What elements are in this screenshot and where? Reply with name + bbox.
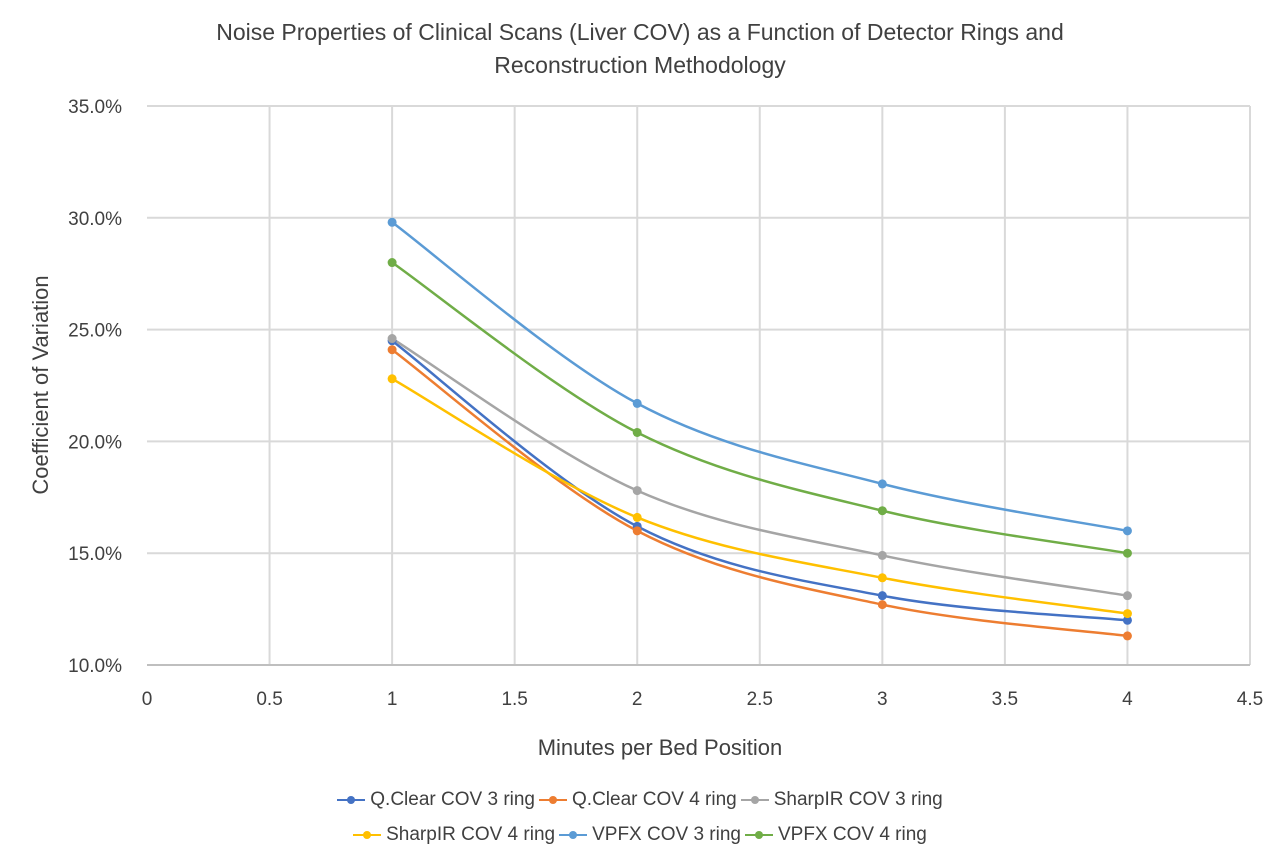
series-5-point-3	[1122, 548, 1132, 558]
legend-swatch-vpfx-4ring	[744, 829, 773, 841]
x-tick-label: 3	[877, 689, 888, 710]
legend: Q.Clear COV 3 ring Q.Clear COV 4 ring Sh…	[240, 782, 1040, 852]
legend-swatch-qclear-4ring	[539, 794, 568, 806]
series-1-point-0	[387, 345, 397, 355]
legend-swatch-sharpir-4ring	[353, 829, 382, 841]
legend-item-qclear-4ring[interactable]: Q.Clear COV 4 ring	[539, 789, 737, 811]
series-line-2	[391, 337, 1128, 597]
x-tick-label: 2.5	[747, 689, 773, 710]
y-tick-label: 30.0%	[68, 209, 122, 230]
legend-label: Q.Clear COV 3 ring	[370, 788, 536, 810]
legend-label: VPFX COV 3 ring	[592, 823, 741, 845]
legend-row-1: Q.Clear COV 3 ring Q.Clear COV 4 ring Sh…	[240, 782, 1040, 817]
series-0-point-3	[1122, 615, 1132, 625]
series-1-point-1	[632, 526, 642, 536]
gridlines	[147, 105, 1251, 665]
chart-title-line-2: Reconstruction Methodology	[494, 52, 786, 78]
series-2-point-3	[1122, 591, 1132, 601]
series-line-0	[391, 339, 1128, 622]
legend-swatch-sharpir-3ring	[740, 794, 769, 806]
x-tick-label: 2	[632, 689, 643, 710]
legend-item-vpfx-4ring[interactable]: VPFX COV 4 ring	[744, 823, 927, 846]
series-2-point-2	[877, 550, 887, 560]
series-1-point-2	[877, 600, 887, 610]
series-5-point-0	[387, 258, 397, 268]
legend-item-sharpir-4ring[interactable]: SharpIR COV 4 ring	[353, 824, 555, 846]
chart-title-line-1: Noise Properties of Clinical Scans (Live…	[216, 19, 1064, 45]
series-4-point-3	[1122, 526, 1132, 536]
series-1-point-3	[1122, 631, 1132, 641]
legend-swatch-qclear-3ring	[337, 794, 366, 806]
tick-labels: 10.0% 15.0% 20.0% 25.0% 30.0% 35.0% 0 0.5 1 1.5 2 2…	[68, 97, 1263, 710]
x-tick-label: 0.5	[256, 689, 282, 710]
series-3-point-1	[632, 512, 642, 522]
series-line-1	[391, 348, 1128, 638]
y-tick-label: 15.0%	[68, 544, 122, 565]
y-tick-label: 25.0%	[68, 321, 122, 342]
y-tick-label: 35.0%	[68, 97, 122, 118]
series-0-point-2	[877, 591, 887, 601]
x-tick-label: 0	[142, 689, 153, 710]
series-4-point-2	[877, 479, 887, 489]
x-axis-title: Minutes per Bed Position	[538, 735, 783, 760]
series-4-point-0	[387, 217, 397, 227]
x-tick-label: 3.5	[992, 689, 1018, 710]
series-5-point-2	[877, 506, 887, 516]
y-tick-label: 20.0%	[68, 432, 122, 453]
legend-item-sharpir-3ring[interactable]: SharpIR COV 3 ring	[740, 788, 943, 811]
series-4-point-1	[632, 398, 642, 408]
chart-title: Noise Properties of Clinical Scans (Live…	[140, 16, 1140, 82]
x-tick-label: 4	[1122, 689, 1133, 710]
series-lines	[391, 221, 1128, 638]
legend-label: VPFX COV 4 ring	[777, 823, 927, 845]
legend-row-2: SharpIR COV 4 ring VPFX COV 3 ring VPFX …	[240, 817, 1040, 852]
legend-label: Q.Clear COV 4 ring	[572, 788, 737, 810]
series-2-point-0	[387, 334, 397, 344]
y-axis-title: Coefficient of Variation	[28, 275, 53, 494]
y-tick-label: 10.0%	[68, 656, 122, 677]
x-tick-label: 1	[387, 689, 398, 710]
series-line-5	[391, 261, 1128, 555]
legend-item-qclear-3ring[interactable]: Q.Clear COV 3 ring	[337, 789, 535, 811]
x-tick-label: 4.5	[1237, 689, 1263, 710]
series-line-3	[391, 377, 1128, 615]
series-5-point-1	[632, 427, 642, 437]
series-line-4	[391, 221, 1128, 533]
x-tick-label: 1.5	[501, 689, 527, 710]
series-2-point-1	[632, 486, 642, 496]
series-3-point-3	[1122, 609, 1132, 619]
series-points	[387, 217, 1132, 641]
legend-item-vpfx-3ring[interactable]: VPFX COV 3 ring	[559, 824, 741, 846]
legend-label: SharpIR COV 4 ring	[386, 823, 556, 845]
legend-label: SharpIR COV 3 ring	[773, 788, 943, 810]
series-3-point-2	[877, 573, 887, 583]
legend-swatch-vpfx-3ring	[559, 829, 588, 841]
series-3-point-0	[387, 374, 397, 384]
